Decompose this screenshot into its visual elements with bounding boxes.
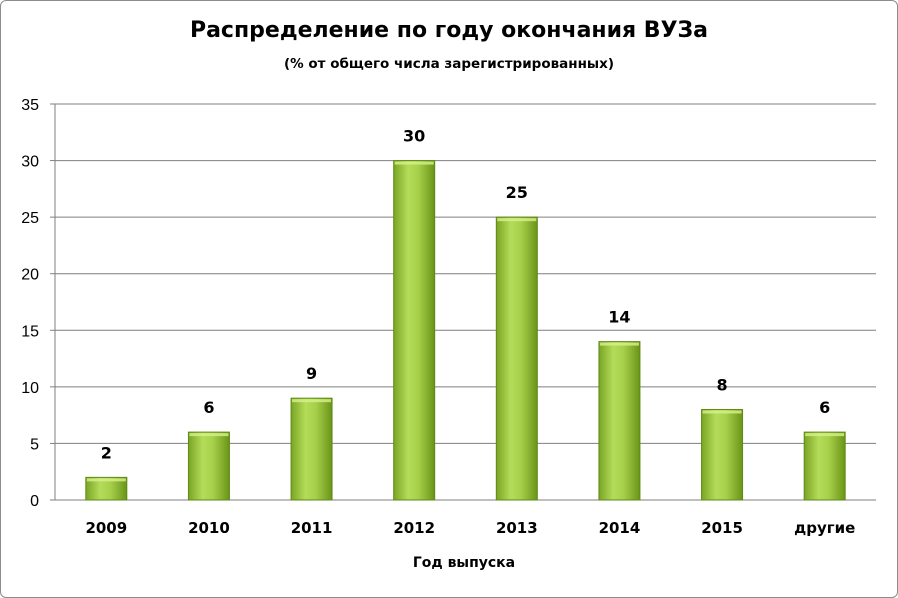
y-tick-label: 0 (30, 493, 39, 510)
bar-2015 (701, 408, 744, 501)
bar-top-highlight (497, 218, 537, 222)
data-label: 6 (203, 398, 214, 417)
chart-subtitle: (% от общего числа зарегистрированных) (284, 56, 614, 72)
data-label: 9 (306, 364, 317, 383)
y-tick-label: 10 (21, 380, 39, 397)
bar-top-highlight (599, 342, 639, 346)
y-tick-label: 30 (21, 154, 39, 171)
data-label: 6 (819, 398, 830, 417)
data-label: 14 (608, 308, 630, 327)
y-tick-label: 20 (21, 267, 39, 284)
bar-2009 (85, 476, 128, 501)
gridlines (50, 103, 876, 501)
bar-top-highlight (805, 433, 845, 437)
x-tick-label: 2011 (291, 519, 333, 537)
data-label: 2 (101, 443, 112, 462)
labels: 0 5 10 15 20 25 30 35 2 2009 6 2010 9 2011 30 2012 25 201… (21, 97, 855, 537)
bar-top-highlight (292, 399, 332, 403)
x-tick-label: другие (794, 519, 855, 537)
bar-2014 (598, 341, 641, 501)
x-axis-title: Год выпуска (413, 555, 515, 571)
data-label: 8 (716, 375, 727, 394)
bar-2012 (393, 160, 436, 501)
y-tick-label: 5 (30, 436, 39, 453)
bar-top-highlight (189, 433, 229, 437)
data-label: 25 (506, 183, 528, 202)
x-tick-label: 2012 (393, 519, 435, 537)
data-label: 30 (403, 127, 425, 146)
x-tick-label: 2015 (701, 519, 743, 537)
y-tick-label: 15 (21, 323, 39, 340)
x-tick-label: 2009 (85, 519, 127, 537)
bar-2011 (290, 397, 333, 501)
y-tick-label: 35 (21, 97, 39, 114)
bar-другие (803, 431, 846, 501)
bars (85, 160, 846, 501)
bar-top-highlight (86, 478, 126, 482)
y-tick-label: 25 (21, 210, 39, 227)
bar-2013 (495, 216, 538, 501)
bar-top-highlight (702, 410, 742, 414)
chart-title: Распределение по году окончания ВУЗа (189, 18, 709, 43)
x-tick-label: 2014 (599, 519, 641, 537)
x-tick-label: 2013 (496, 519, 538, 537)
bar-2010 (187, 431, 230, 501)
bar-top-highlight (394, 161, 434, 165)
x-tick-label: 2010 (188, 519, 230, 537)
